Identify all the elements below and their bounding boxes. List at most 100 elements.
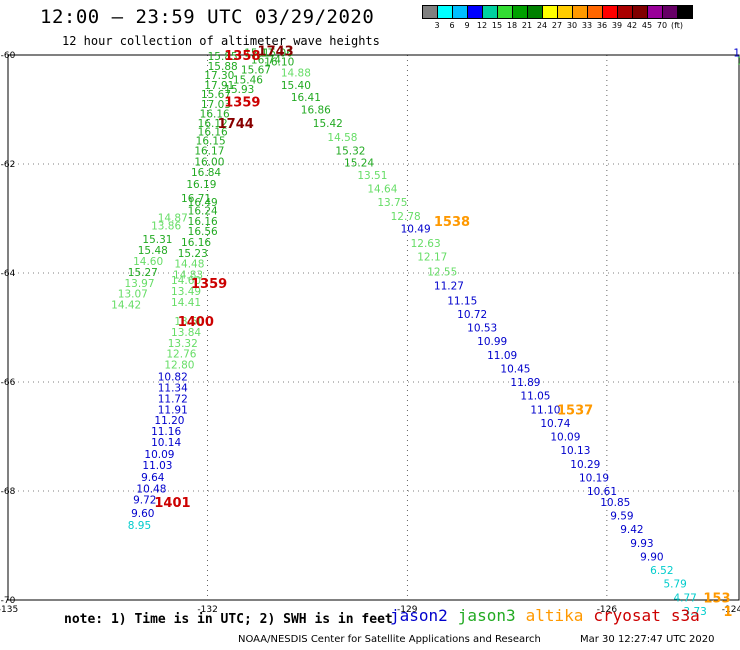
color-scale-label: 33 [581, 21, 593, 30]
wave-height-label: 13.86 [151, 221, 181, 233]
wave-height-label: 11.27 [434, 281, 464, 293]
wave-height-label: 11.89 [510, 377, 540, 389]
y-tick-label: -70 [1, 596, 16, 606]
wave-height-label: 11.15 [447, 295, 477, 307]
color-scale-label: 12 [476, 21, 488, 30]
wave-height-label: 15.31 [142, 234, 172, 246]
color-scale-label: 39 [611, 21, 623, 30]
wave-height-label: 10.74 [540, 418, 570, 430]
wave-height-label: 5.79 [663, 579, 686, 591]
wave-height-label: 16.41 [291, 92, 321, 104]
color-scale-label: 42 [626, 21, 638, 30]
wave-height-label: 11.34 [158, 382, 188, 394]
wave-height-label: 10.45 [500, 363, 530, 375]
chart-title: 12:00 – 23:59 UTC 03/29/2020 [40, 6, 375, 28]
pass-time-label: 1401 [154, 496, 190, 511]
legend-item-jason3: jason3 [457, 606, 516, 625]
wave-height-label: 14.88 [281, 67, 311, 79]
y-tick-label: -66 [1, 378, 16, 388]
wave-height-label: 14.64 [367, 184, 397, 196]
wave-height-label: 15.88 [208, 61, 238, 73]
wave-height-label: 15.48 [138, 245, 168, 257]
wave-height-label: 10.49 [401, 223, 431, 235]
wave-height-label: 12.78 [391, 211, 421, 223]
wave-height-label: 9.64 [141, 472, 165, 484]
wave-height-label: 10.09 [144, 449, 174, 461]
wave-height-label: 13.97 [124, 278, 154, 290]
wave-height-label: 14.58 [327, 132, 357, 144]
wave-height-label: 10.19 [579, 472, 609, 484]
wave-height-label: 16.71 [181, 193, 211, 205]
color-scale-label: 30 [566, 21, 578, 30]
x-tick-label: -132 [197, 605, 217, 615]
pass-time-label: 1538 [434, 215, 470, 230]
y-tick-label: -60 [1, 51, 16, 61]
color-scale-label: 36 [596, 21, 608, 30]
wave-height-label: 16.16 [198, 126, 228, 138]
pass-time-label: 1743 [258, 45, 294, 60]
color-scale-label: 21 [521, 21, 533, 30]
wave-height-label: 15.24 [344, 157, 374, 169]
pass-time-label: 1359 [224, 95, 260, 110]
wave-height-label: 16.86 [301, 105, 331, 117]
wave-height-label: 12.63 [411, 238, 441, 250]
wave-height-label: 11.09 [487, 350, 517, 362]
wave-height-label: 14.41 [171, 297, 201, 309]
wave-height-label: 6.52 [650, 565, 673, 577]
wave-height-label: 14.60 [133, 256, 163, 268]
wave-height-label: 10.85 [600, 497, 630, 509]
x-tick-label: -135 [0, 605, 18, 615]
wave-height-label: 15.85 [208, 51, 238, 63]
y-tick-label: -68 [1, 487, 16, 497]
wave-height-label: 15.42 [313, 118, 343, 130]
wave-height-label: 11.91 [158, 404, 188, 416]
wave-height-label: 10.53 [467, 323, 497, 335]
wave-height-label: 9.93 [630, 538, 653, 550]
wave-height-label: 17.03 [201, 99, 231, 111]
wave-height-label: 15.06 [263, 47, 293, 59]
wave-height-label: 17.91 [204, 80, 234, 92]
x-tick-label: -129 [397, 605, 418, 615]
wave-height-label: 14.60 [171, 275, 201, 287]
y-tick-label: -62 [1, 160, 16, 170]
wave-height-label: 17.30 [204, 70, 234, 82]
wave-height-label: 16.74 [251, 54, 281, 66]
wave-height-label: 16.19 [186, 179, 216, 191]
color-scale-label: 6 [449, 21, 455, 30]
credit-text: NOAA/NESDIS Center for Satellite Applica… [238, 634, 541, 645]
wave-height-label: 10.99 [477, 336, 507, 348]
wave-height-label: 15.17 [244, 47, 274, 59]
wave-height-label: 9.90 [640, 551, 663, 563]
legend-item-cryosat: cryosat [593, 606, 661, 625]
color-scale-label: 3 [434, 21, 440, 30]
wave-height-label: 9.60 [131, 508, 154, 520]
y-tick-label: -64 [1, 269, 16, 279]
color-scale-label: 70 [656, 21, 668, 30]
legend-item-altika: altika [525, 606, 584, 625]
wave-height-label: 10.72 [457, 309, 487, 321]
wave-height-label: 16.84 [191, 167, 221, 179]
legend-item-s3a: s3a [670, 606, 700, 625]
pass-time-label: 1744 [218, 117, 254, 132]
pass-time-label: 1359 [191, 277, 227, 292]
wave-height-label: 13.51 [357, 170, 387, 182]
wave-height-label: 11.86 [733, 47, 740, 59]
pass-time-label: 1537 [557, 403, 593, 418]
wave-height-label: 14.42 [111, 300, 141, 312]
wave-height-label: 11.03 [142, 460, 172, 472]
wave-height-label: 15.46 [233, 75, 263, 87]
wave-height-label: 15.67 [241, 65, 271, 77]
wave-height-label: 16.49 [188, 197, 218, 209]
wave-height-label: 11.10 [530, 404, 560, 416]
wave-height-label: 9.59 [610, 511, 633, 523]
wave-height-label: 16.17 [194, 145, 224, 157]
wave-height-label: 9.72 [133, 495, 156, 507]
wave-height-label: 10.09 [550, 432, 580, 444]
wave-height-label: 8.95 [128, 520, 151, 532]
wave-height-label: 14.83 [173, 270, 203, 282]
wave-height-label: 10.14 [151, 437, 181, 449]
wave-height-label: 16.10 [264, 57, 294, 69]
wave-height-label: 11.16 [151, 426, 181, 438]
satellite-legend: jason2 jason3 altika cryosat s3a [390, 606, 710, 625]
